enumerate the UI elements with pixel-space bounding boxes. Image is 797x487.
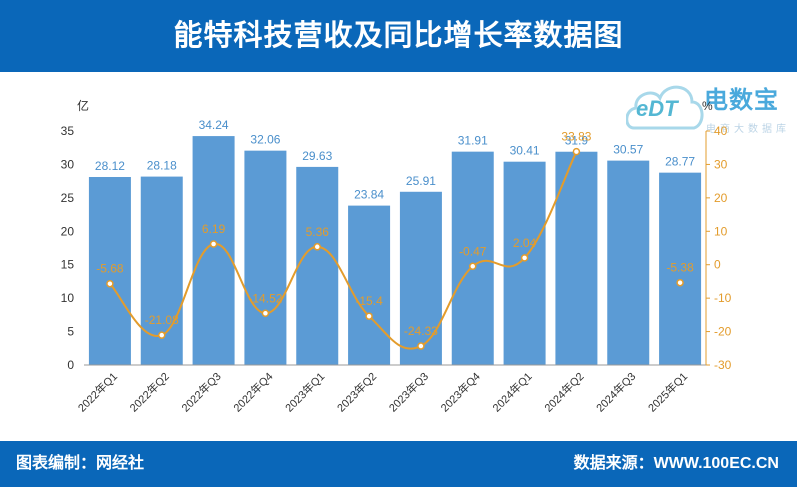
x-tick-label: 2022年Q3 [178, 369, 223, 414]
logo-edt-text: eDT [636, 96, 678, 121]
bar-value-label: 30.57 [613, 143, 643, 157]
bar [348, 205, 391, 365]
line-value-label: -21.08 [145, 313, 179, 327]
footer-source: 数据来源：WWW.100EC.CN [573, 455, 779, 472]
right-tick-label: -10 [714, 291, 732, 305]
logo-name-text: 电数宝 [704, 87, 779, 114]
right-tick-label: 20 [714, 191, 728, 205]
line-point [417, 342, 425, 350]
left-tick-label: 35 [61, 124, 75, 138]
bar-value-label: 34.24 [199, 118, 229, 132]
footer-editor: 图表编制：网经社 [16, 455, 145, 472]
bar [555, 151, 598, 365]
bar-value-label: 28.77 [665, 155, 695, 169]
line-point [365, 312, 373, 320]
line-value-label: -24.33 [404, 324, 438, 338]
x-tick-label: 2024年Q1 [489, 369, 534, 414]
right-axis: % -30 -20 -10 0 10 20 30 40 [702, 99, 732, 372]
bar-value-label: 23.84 [354, 188, 384, 202]
left-tick-label: 30 [61, 157, 75, 171]
line-value-label: -15.4 [355, 294, 383, 308]
bar-value-label: 31.91 [458, 134, 488, 148]
line-point [158, 331, 166, 339]
x-axis-labels: 2022年Q1 2022年Q2 2022年Q3 2022年Q4 2023年Q1 2023年… [75, 369, 691, 414]
x-tick-label: 2024年Q3 [593, 369, 638, 414]
line-point [261, 309, 270, 318]
x-tick-label: 2023年Q4 [438, 369, 483, 414]
x-tick-label: 2022年Q2 [127, 369, 172, 414]
left-tick-label: 5 [67, 325, 74, 339]
x-tick-label: 2024年Q2 [541, 369, 586, 414]
line-value-label: -5.68 [96, 262, 124, 276]
bar [88, 176, 131, 365]
x-tick-label: 2023年Q3 [386, 369, 431, 414]
footer-bar: 图表编制：网经社 数据来源：WWW.100EC.CN [0, 441, 797, 487]
x-tick-label: 2022年Q1 [75, 369, 120, 414]
line-value-label: -5.38 [666, 261, 694, 275]
line-point [676, 278, 684, 287]
logo-cloud-shape [626, 85, 704, 130]
bar [296, 166, 339, 365]
left-tick-label: 0 [67, 358, 74, 372]
line-point [520, 254, 529, 262]
x-tick-label: 2023年Q2 [334, 369, 379, 414]
left-tick-label: 10 [61, 291, 75, 305]
left-tick-label: 20 [61, 224, 75, 238]
cloud-edt-logo-icon: eDT 电数宝 电商大数据库 [626, 76, 791, 138]
bar [399, 191, 442, 365]
line-point [469, 262, 477, 271]
bar [192, 136, 235, 365]
bar-value-label: 31.9 [565, 134, 589, 148]
left-tick-label: 15 [61, 258, 75, 272]
right-tick-label: -30 [714, 358, 732, 372]
left-axis: 亿 0 5 10 15 20 25 30 35 [61, 98, 89, 372]
line-value-label: -14.52 [248, 291, 282, 305]
bar-value-label: 25.91 [406, 174, 436, 188]
growth-line [109, 151, 578, 350]
bar [607, 160, 650, 365]
bar-labels: 28.12 28.18 34.24 32.06 29.63 23.84 25.91 31.91… [95, 118, 696, 202]
bar [244, 150, 287, 365]
bar-value-label: 29.63 [302, 149, 332, 163]
page-title: 能特科技营收及同比增长率数据图 [173, 20, 624, 52]
right-tick-label: 40 [714, 124, 728, 138]
line-value-label: -0.47 [459, 244, 487, 258]
line-point [313, 243, 321, 251]
left-axis-unit: 亿 [77, 98, 89, 113]
right-tick-label: -20 [714, 325, 732, 339]
bar-value-label: 30.41 [510, 144, 540, 158]
bar [659, 172, 702, 365]
line-point [209, 240, 218, 248]
right-tick-label: 30 [714, 157, 728, 171]
line-point [572, 147, 581, 156]
right-tick-label: 10 [714, 224, 728, 238]
line-value-label: 33.83 [561, 130, 591, 144]
x-tick-label: 2022年Q4 [230, 369, 275, 414]
bar-value-label: 28.18 [147, 159, 177, 173]
line-series: -5.68 -21.08 6.19 -14.52 5.36 -15.4 -24.33 -0.4… [96, 130, 694, 350]
x-tick-label: 2023年Q1 [282, 369, 327, 414]
x-tick-label: 2025年Q1 [645, 369, 690, 414]
chart-area: 亿 0 5 10 15 20 25 30 35 % -30 -20 -10 0 10 20 30 40 28… [61, 98, 732, 415]
header-bar: 能特科技营收及同比增长率数据图 [0, 0, 797, 72]
line-value-label: 2.04 [513, 236, 537, 250]
right-axis-unit: % [702, 99, 713, 113]
line-point [106, 279, 114, 288]
bar [451, 151, 494, 365]
line-value-label: 6.19 [202, 222, 226, 236]
bar [503, 161, 546, 365]
right-tick-label: 0 [714, 258, 721, 272]
bar-value-label: 28.12 [95, 159, 125, 173]
left-tick-label: 25 [61, 191, 75, 205]
logo-subtitle-text: 电商大数据库 [706, 124, 790, 135]
bar-value-label: 32.06 [250, 133, 280, 147]
line-value-label: 5.36 [306, 225, 330, 239]
bar-series [88, 136, 702, 365]
